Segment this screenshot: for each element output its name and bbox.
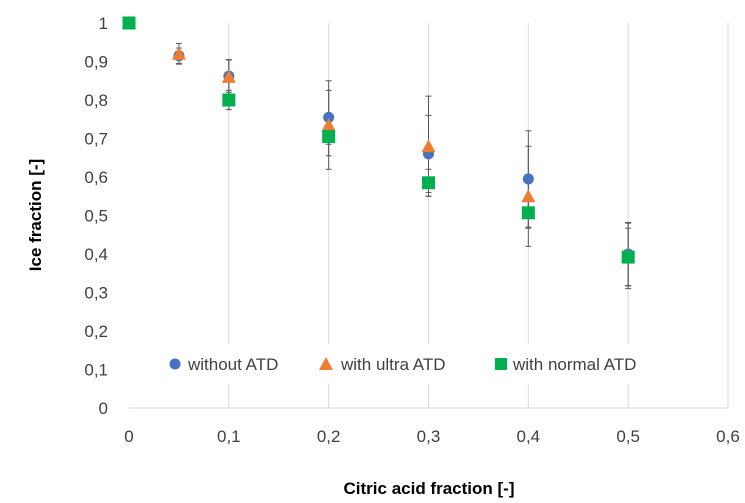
y-tick-label: 0,4: [84, 245, 108, 264]
y-tick-label: 1: [99, 14, 108, 33]
data-point-without-atd: [323, 111, 335, 123]
data-point-without-atd: [522, 173, 534, 185]
x-tick-label: 0,3: [417, 427, 441, 446]
y-tick-label: 0,3: [84, 284, 108, 303]
x-tick-label: 0,1: [217, 427, 241, 446]
y-tick-label: 0: [99, 399, 108, 418]
x-axis-title: Citric acid fraction [-]: [344, 479, 515, 498]
y-axis-title: Ice fraction [-]: [26, 159, 45, 271]
x-tick-labels: 0 0,1 0,2 0,3 0,4 0,5 0,6: [124, 427, 740, 446]
legend-label-with-normal-atd: with normal ATD: [512, 355, 636, 374]
legend-marker-with-normal-atd: [495, 358, 507, 370]
data-point-with-ultra-atd: [221, 69, 236, 83]
legend-label-with-ultra-atd: with ultra ATD: [340, 355, 446, 374]
x-tick-label: 0,5: [616, 427, 640, 446]
data-point-with-normal-atd: [521, 206, 535, 220]
data-point-with-normal-atd: [422, 176, 435, 190]
data-point-with-normal-atd: [122, 16, 136, 30]
x-tick-label: 0,4: [517, 427, 541, 446]
x-tick-label: 0,6: [716, 427, 740, 446]
x-tick-label: 0: [124, 427, 133, 446]
data-point-with-normal-atd: [621, 250, 635, 264]
y-tick-labels: 0 0,1 0,2 0,3 0,4 0,5 0,6 0,7 0,8 0,9 1: [84, 14, 108, 418]
y-tick-label: 0,7: [84, 130, 108, 149]
y-tick-label: 0,8: [84, 91, 108, 110]
y-tick-label: 0,6: [84, 168, 108, 187]
legend: without ATD with ultra ATD with normal A…: [157, 344, 697, 384]
data-point-with-normal-atd: [322, 130, 336, 144]
error-bars: [175, 42, 632, 290]
y-tick-label: 0,5: [84, 207, 108, 226]
legend-marker-with-ultra-atd: [319, 357, 333, 370]
legend-label-without-atd: without ATD: [187, 355, 278, 374]
y-tick-label: 0,2: [84, 322, 108, 341]
data-point-with-normal-atd: [222, 93, 236, 107]
legend-marker-without-atd: [169, 358, 181, 370]
y-tick-label: 0,1: [84, 361, 108, 380]
legend-background: [157, 344, 697, 384]
data-markers: [122, 16, 636, 264]
x-tick-label: 0,2: [317, 427, 341, 446]
y-tick-label: 0,9: [84, 53, 108, 72]
data-point-with-ultra-atd: [521, 189, 536, 203]
data-point-with-ultra-atd: [171, 46, 186, 60]
data-point-with-ultra-atd: [321, 118, 336, 132]
data-point-with-ultra-atd: [421, 139, 436, 153]
